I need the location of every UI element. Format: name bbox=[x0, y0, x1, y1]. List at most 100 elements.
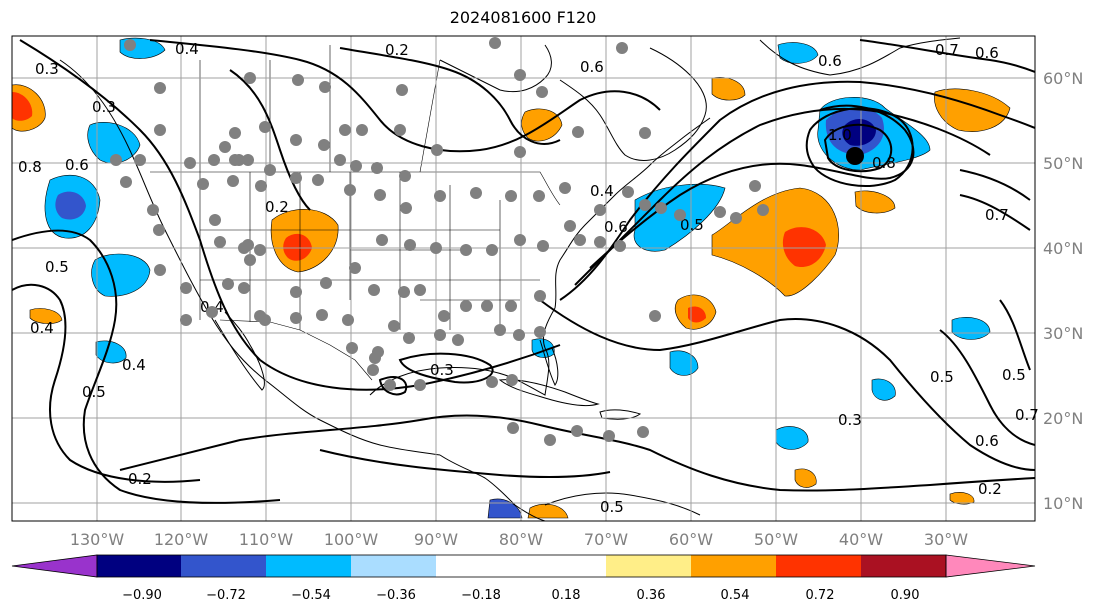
colorbar-segment bbox=[97, 555, 181, 577]
station-marker bbox=[242, 239, 254, 251]
contour-line bbox=[19, 39, 561, 391]
station-marker bbox=[544, 434, 556, 446]
contour-line bbox=[378, 376, 408, 396]
station-marker bbox=[290, 286, 302, 298]
coastline-central-america bbox=[439, 454, 546, 521]
station-marker bbox=[655, 202, 667, 214]
positive-anomaly-patch-strong bbox=[688, 306, 706, 323]
contour-line bbox=[959, 169, 1031, 231]
colorbar-tick-label: −0.72 bbox=[206, 588, 246, 603]
station-marker bbox=[749, 180, 761, 192]
negative-anomaly-patch bbox=[871, 378, 896, 401]
contour-label: 0.7 bbox=[985, 206, 1009, 224]
contour-label: 0.6 bbox=[580, 58, 604, 76]
contour-label: 0.2 bbox=[265, 198, 289, 216]
contour-label: 0.5 bbox=[680, 216, 704, 234]
colorbar-tick-label: 0.36 bbox=[637, 588, 666, 603]
colorbar-segment bbox=[606, 555, 691, 577]
colorbar-tick-label: −0.18 bbox=[461, 588, 501, 603]
colorbar-tick-label: −0.90 bbox=[122, 588, 162, 603]
longitude-label: 130°W bbox=[70, 530, 125, 549]
station-marker bbox=[244, 72, 256, 84]
station-marker bbox=[222, 278, 234, 290]
contour-line bbox=[559, 80, 1035, 301]
contour-line bbox=[149, 39, 661, 153]
latitude-label: 40°N bbox=[1043, 239, 1083, 258]
station-marker bbox=[514, 69, 526, 81]
positive-anomaly-patch bbox=[794, 468, 817, 488]
station-marker bbox=[320, 277, 332, 289]
colorbar-segment-high-extend bbox=[945, 554, 1036, 578]
contour-label: 0.6 bbox=[65, 156, 89, 174]
colorbar-segment bbox=[861, 555, 946, 577]
contour-label: 0.5 bbox=[1002, 366, 1026, 384]
negative-anomaly-patch-strong bbox=[55, 191, 86, 220]
contour-label: 0.4 bbox=[122, 356, 146, 374]
colorbar-segment bbox=[691, 555, 776, 577]
station-marker bbox=[209, 214, 221, 226]
station-marker bbox=[134, 154, 146, 166]
longitude-labels: 130°W 120°W 110°W 100°W 90°W 80°W 70°W 6… bbox=[70, 530, 968, 549]
contour-label: 0.3 bbox=[92, 98, 116, 116]
station-marker bbox=[486, 244, 498, 256]
station-marker bbox=[398, 286, 410, 298]
station-marker bbox=[534, 326, 546, 338]
contour-label: 0.5 bbox=[45, 258, 69, 276]
station-marker bbox=[180, 282, 192, 294]
latitude-label: 30°N bbox=[1043, 324, 1083, 343]
contour-label: 0.4 bbox=[590, 182, 614, 200]
positive-anomaly-patch bbox=[527, 503, 569, 519]
station-marker bbox=[388, 320, 400, 332]
contour-label: 0.3 bbox=[430, 361, 454, 379]
positive-anomaly-patch-strong bbox=[782, 227, 826, 268]
longitude-label: 60°W bbox=[669, 530, 713, 549]
contour-label-layer: 0.4 0.2 0.3 0.6 0.3 0.6 0.8 0.6 0.5 0.4 … bbox=[18, 40, 1039, 516]
station-marker bbox=[481, 300, 493, 312]
station-marker bbox=[757, 204, 769, 216]
contour-line bbox=[339, 47, 561, 145]
station-marker-layer bbox=[110, 37, 769, 446]
station-marker bbox=[533, 190, 545, 202]
station-marker bbox=[153, 224, 165, 236]
station-marker bbox=[238, 282, 250, 294]
contour-label: 0.3 bbox=[838, 411, 862, 429]
station-marker bbox=[259, 121, 271, 133]
station-marker bbox=[154, 82, 166, 94]
contour-label: 0.8 bbox=[872, 154, 896, 172]
contour-line bbox=[12, 229, 281, 504]
longitude-label: 40°W bbox=[839, 530, 883, 549]
contour-label: 0.5 bbox=[600, 498, 624, 516]
station-marker bbox=[290, 134, 302, 146]
station-marker bbox=[349, 262, 361, 274]
negative-anomaly-patch bbox=[951, 317, 991, 340]
station-marker bbox=[414, 379, 426, 391]
station-marker bbox=[506, 374, 518, 386]
station-marker bbox=[318, 139, 330, 151]
station-marker bbox=[494, 324, 506, 336]
positive-anomaly-patch bbox=[949, 492, 975, 505]
coastline-baja bbox=[214, 311, 265, 391]
station-marker bbox=[319, 81, 331, 93]
contour-label: 0.6 bbox=[975, 44, 999, 62]
contour-label: 0.6 bbox=[818, 52, 842, 70]
longitude-label: 50°W bbox=[754, 530, 798, 549]
station-marker bbox=[219, 141, 231, 153]
latitude-label: 60°N bbox=[1043, 69, 1083, 88]
longitude-label: 30°W bbox=[924, 530, 968, 549]
station-marker bbox=[639, 127, 651, 139]
station-marker bbox=[505, 190, 517, 202]
coastline-east-us bbox=[554, 117, 711, 309]
latitude-label: 20°N bbox=[1043, 409, 1083, 428]
station-marker bbox=[227, 175, 239, 187]
positive-anomaly-patch bbox=[711, 77, 746, 101]
negative-anomaly-patch bbox=[669, 350, 699, 376]
station-marker bbox=[507, 422, 519, 434]
station-marker bbox=[374, 189, 386, 201]
station-marker bbox=[594, 236, 606, 248]
hispaniola-island bbox=[599, 409, 642, 420]
cyclone-center-marker bbox=[846, 147, 864, 165]
station-marker bbox=[371, 162, 383, 174]
station-marker bbox=[206, 306, 218, 318]
station-marker bbox=[184, 157, 196, 169]
